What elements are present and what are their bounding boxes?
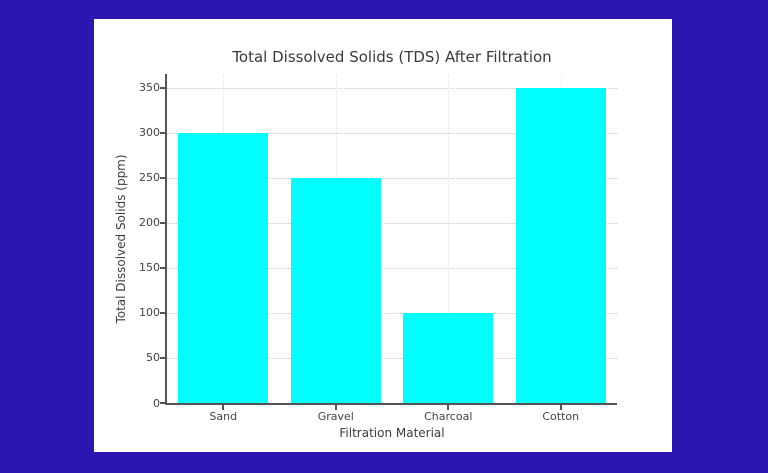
horizontal-gridline [167,177,617,179]
y-tick-mark [160,176,165,179]
y-tick-mark [160,356,165,359]
plot-area [167,75,617,403]
bar-sand [178,132,269,403]
y-tick-mark [160,402,165,404]
y-tick-mark [160,221,165,224]
y-tick-label: 150 [139,261,160,275]
x-tick-mark [222,405,225,410]
x-tick-label: Sand [209,410,238,423]
horizontal-gridline [167,87,617,89]
y-tick-label: 200 [139,216,160,230]
y-tick-mark [160,131,165,134]
bar-charcoal [403,312,494,403]
horizontal-gridline [167,132,617,134]
x-axis-label: Filtration Material [339,426,445,440]
x-axis-spine [165,403,617,405]
y-tick-label: 0 [153,396,160,410]
horizontal-gridline [167,222,617,224]
x-tick-label: Cotton [542,410,580,423]
horizontal-gridline [167,357,617,359]
chart-title: Total Dissolved Solids (TDS) After Filtr… [232,48,552,66]
chart-figure: Total Dissolved Solids (TDS) After Filtr… [94,19,672,452]
horizontal-gridline [167,312,617,314]
x-tick-label: Gravel [317,410,354,423]
x-tick-mark [447,405,450,410]
y-axis-spine [165,74,167,405]
y-tick-mark [160,86,165,89]
y-tick-label: 350 [139,81,160,95]
y-tick-label: 50 [146,351,160,365]
x-tick-label: Charcoal [424,410,473,423]
y-tick-mark [160,266,165,269]
vertical-gridline [448,75,450,403]
y-tick-label: 250 [139,171,160,185]
y-tick-label: 100 [139,306,160,320]
bars-layer [167,75,617,403]
x-tick-mark [334,405,337,410]
bar-gravel [290,177,381,403]
y-axis-label: Total Dissolved Solids (ppm) [114,154,128,324]
y-tick-mark [160,311,165,314]
x-tick-mark [559,405,562,410]
y-tick-label: 300 [139,126,160,140]
bar-cotton [515,87,606,403]
horizontal-gridline [167,267,617,269]
